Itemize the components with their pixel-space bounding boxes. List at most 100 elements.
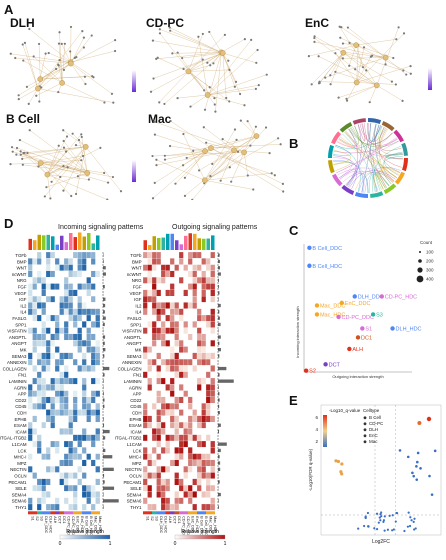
incoming-cell <box>42 410 47 416</box>
outgoing-cell <box>206 302 211 308</box>
outgoing-cell <box>179 290 184 296</box>
outgoing-cell <box>188 347 193 353</box>
gene-node <box>152 40 154 42</box>
term-node <box>205 92 210 97</box>
incoming-cell <box>42 271 47 277</box>
incoming-cell <box>60 422 65 428</box>
term-node <box>68 61 73 66</box>
outgoing-bar <box>189 233 193 250</box>
incoming-row-label: LCK <box>18 448 27 453</box>
incoming-cell <box>60 372 65 378</box>
incoming-cell <box>87 378 92 384</box>
outgoing-cell <box>170 428 175 434</box>
incoming-cell <box>91 277 96 283</box>
outgoing-cell <box>197 334 202 340</box>
incoming-cell <box>91 347 96 353</box>
e-point <box>365 517 367 519</box>
outgoing-cell <box>152 416 157 422</box>
incoming-cell <box>37 334 42 340</box>
outgoing-cell <box>143 441 148 447</box>
term-node <box>186 69 191 74</box>
gene-node <box>212 62 214 64</box>
incoming-cell <box>51 479 56 485</box>
outgoing-cell <box>184 378 189 384</box>
incoming-cell <box>37 498 42 504</box>
outgoing-cell <box>175 290 180 296</box>
outgoing-cell <box>157 384 162 390</box>
gene-node <box>203 89 205 91</box>
gene-node <box>282 190 284 192</box>
incoming-cell <box>64 441 69 447</box>
incoming-cell <box>96 460 101 466</box>
outgoing-cell <box>152 428 157 434</box>
outgoing-cell <box>175 271 180 277</box>
outgoing-group-strip <box>211 511 216 514</box>
c-legend-value: 400 <box>426 277 434 282</box>
incoming-cell <box>33 460 38 466</box>
network-edge <box>47 148 100 175</box>
outgoing-cell <box>202 321 207 327</box>
network-edge <box>71 64 112 94</box>
outgoing-cell <box>157 460 162 466</box>
incoming-row-label: IGF <box>19 297 27 302</box>
outgoing-cell <box>197 265 202 271</box>
incoming-cell <box>87 359 92 365</box>
outgoing-scale-label: Relative strength <box>181 529 219 535</box>
incoming-bar <box>51 236 55 250</box>
term-node <box>383 55 388 60</box>
incoming-cell <box>51 504 56 510</box>
gene-node <box>269 152 271 154</box>
gene-node <box>107 181 109 183</box>
incoming-bar <box>29 239 33 250</box>
gene-node <box>265 126 267 128</box>
incoming-cell <box>82 315 87 321</box>
outgoing-cell <box>193 378 198 384</box>
incoming-cell <box>51 258 56 264</box>
outgoing-cell <box>170 403 175 409</box>
outgoing-cell <box>193 454 198 460</box>
outgoing-row-label: FN1 <box>133 373 142 378</box>
outgoing-cell <box>148 498 153 504</box>
outgoing-cell <box>179 328 184 334</box>
outgoing-cell <box>202 309 207 315</box>
incoming-cell <box>73 485 78 491</box>
outgoing-side-bar <box>218 380 234 383</box>
outgoing-cell <box>170 435 175 441</box>
incoming-cell <box>60 334 65 340</box>
incoming-cell <box>96 473 101 479</box>
incoming-cell <box>78 321 83 327</box>
incoming-cell <box>78 460 83 466</box>
incoming-cell <box>82 378 87 384</box>
e-point <box>399 449 402 452</box>
outgoing-cell <box>161 428 166 434</box>
incoming-bar <box>33 240 37 250</box>
incoming-cell <box>64 296 69 302</box>
incoming-cell <box>55 340 60 346</box>
incoming-cell <box>78 447 83 453</box>
incoming-cell <box>42 479 47 485</box>
incoming-cell <box>55 416 60 422</box>
incoming-cell <box>87 334 92 340</box>
incoming-cell <box>73 359 78 365</box>
gene-node <box>111 93 113 95</box>
c-point-label: S1 <box>365 326 372 332</box>
c-point-label: CD-PC_DDC <box>342 315 374 321</box>
incoming-cell <box>87 447 92 453</box>
incoming-cell <box>73 340 78 346</box>
c-legend-value: 100 <box>426 250 434 255</box>
incoming-side-bar <box>103 367 109 370</box>
outgoing-cell <box>206 384 211 390</box>
gene-node <box>206 62 208 64</box>
outgoing-cell <box>179 252 184 258</box>
outgoing-cell <box>193 372 198 378</box>
incoming-cell <box>33 265 38 271</box>
outgoing-row-label: AGRN <box>129 385 142 390</box>
outgoing-cell <box>161 271 166 277</box>
incoming-cell <box>73 265 78 271</box>
incoming-cell <box>51 391 56 397</box>
e-point <box>387 529 389 531</box>
outgoing-cell <box>152 321 157 327</box>
outgoing-cell <box>161 372 166 378</box>
gene-node <box>249 144 251 146</box>
